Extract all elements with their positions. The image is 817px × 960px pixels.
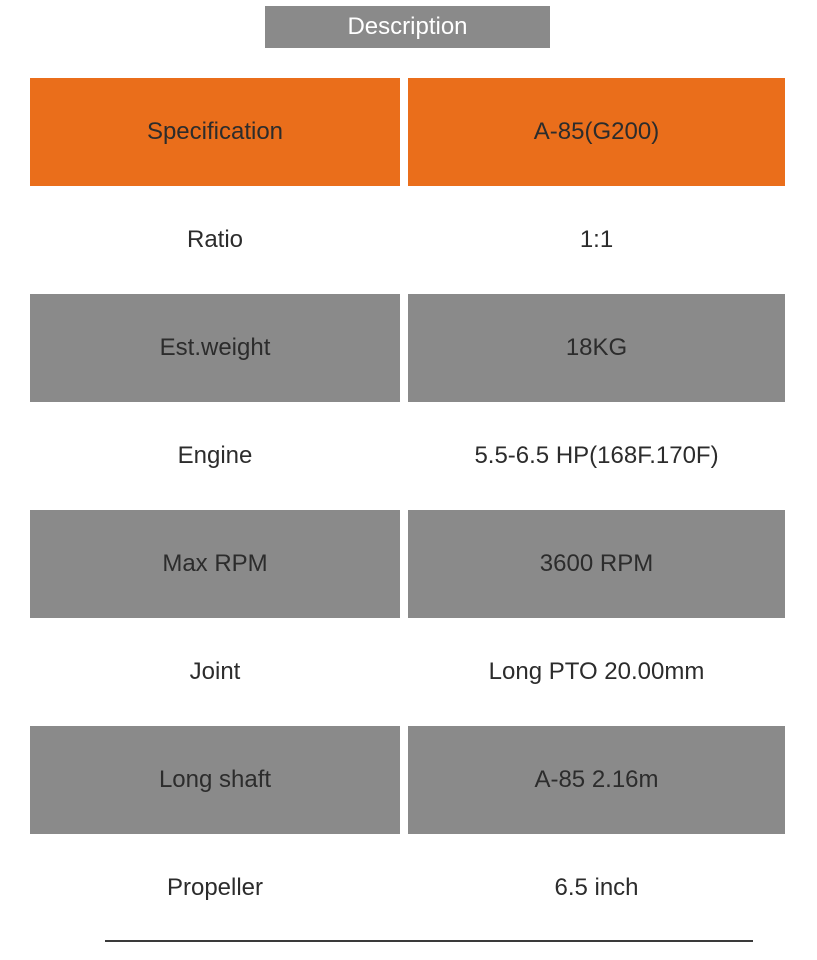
row-cell-label: Long shaft [30,726,400,834]
row-label: Est.weight [160,334,271,362]
row-value: 5.5-6.5 HP(168F.170F) [474,442,718,470]
row-label: Max RPM [162,550,267,578]
row-label: Joint [190,658,241,686]
row-cell-value: 18KG [408,294,785,402]
row-label: Long shaft [159,766,271,794]
row-cell-value: 3600 RPM [408,510,785,618]
header-label-model: A-85(G200) [534,118,659,146]
spec-table: Specification A-85(G200) Ratio 1:1 Est.w… [30,78,785,942]
row-value: Long PTO 20.00mm [489,658,705,686]
header-cell-model: A-85(G200) [408,78,785,186]
row-cell-value: 1:1 [408,186,785,294]
description-label: Description [347,13,467,41]
table-row: Propeller 6.5 inch [30,834,785,942]
row-cell-value: 5.5-6.5 HP(168F.170F) [408,402,785,510]
row-value: 1:1 [580,226,613,254]
description-header: Description [265,6,550,48]
table-header-row: Specification A-85(G200) [30,78,785,186]
table-bottom-border [105,940,753,942]
row-label: Ratio [187,226,243,254]
table-row: Max RPM 3600 RPM [30,510,785,618]
table-row: Engine 5.5-6.5 HP(168F.170F) [30,402,785,510]
row-cell-label: Est.weight [30,294,400,402]
row-cell-label: Propeller [30,834,400,942]
table-row: Long shaft A-85 2.16m [30,726,785,834]
row-value: 18KG [566,334,627,362]
row-cell-label: Max RPM [30,510,400,618]
table-row: Ratio 1:1 [30,186,785,294]
table-row: Est.weight 18KG [30,294,785,402]
row-label: Engine [178,442,253,470]
row-cell-value: 6.5 inch [408,834,785,942]
row-value: A-85 2.16m [534,766,658,794]
header-label-spec: Specification [147,118,283,146]
row-cell-value: A-85 2.16m [408,726,785,834]
row-label: Propeller [167,874,263,902]
row-value: 3600 RPM [540,550,653,578]
row-cell-value: Long PTO 20.00mm [408,618,785,726]
table-row: Joint Long PTO 20.00mm [30,618,785,726]
row-cell-label: Ratio [30,186,400,294]
header-cell-spec: Specification [30,78,400,186]
row-cell-label: Joint [30,618,400,726]
row-value: 6.5 inch [554,874,638,902]
row-cell-label: Engine [30,402,400,510]
